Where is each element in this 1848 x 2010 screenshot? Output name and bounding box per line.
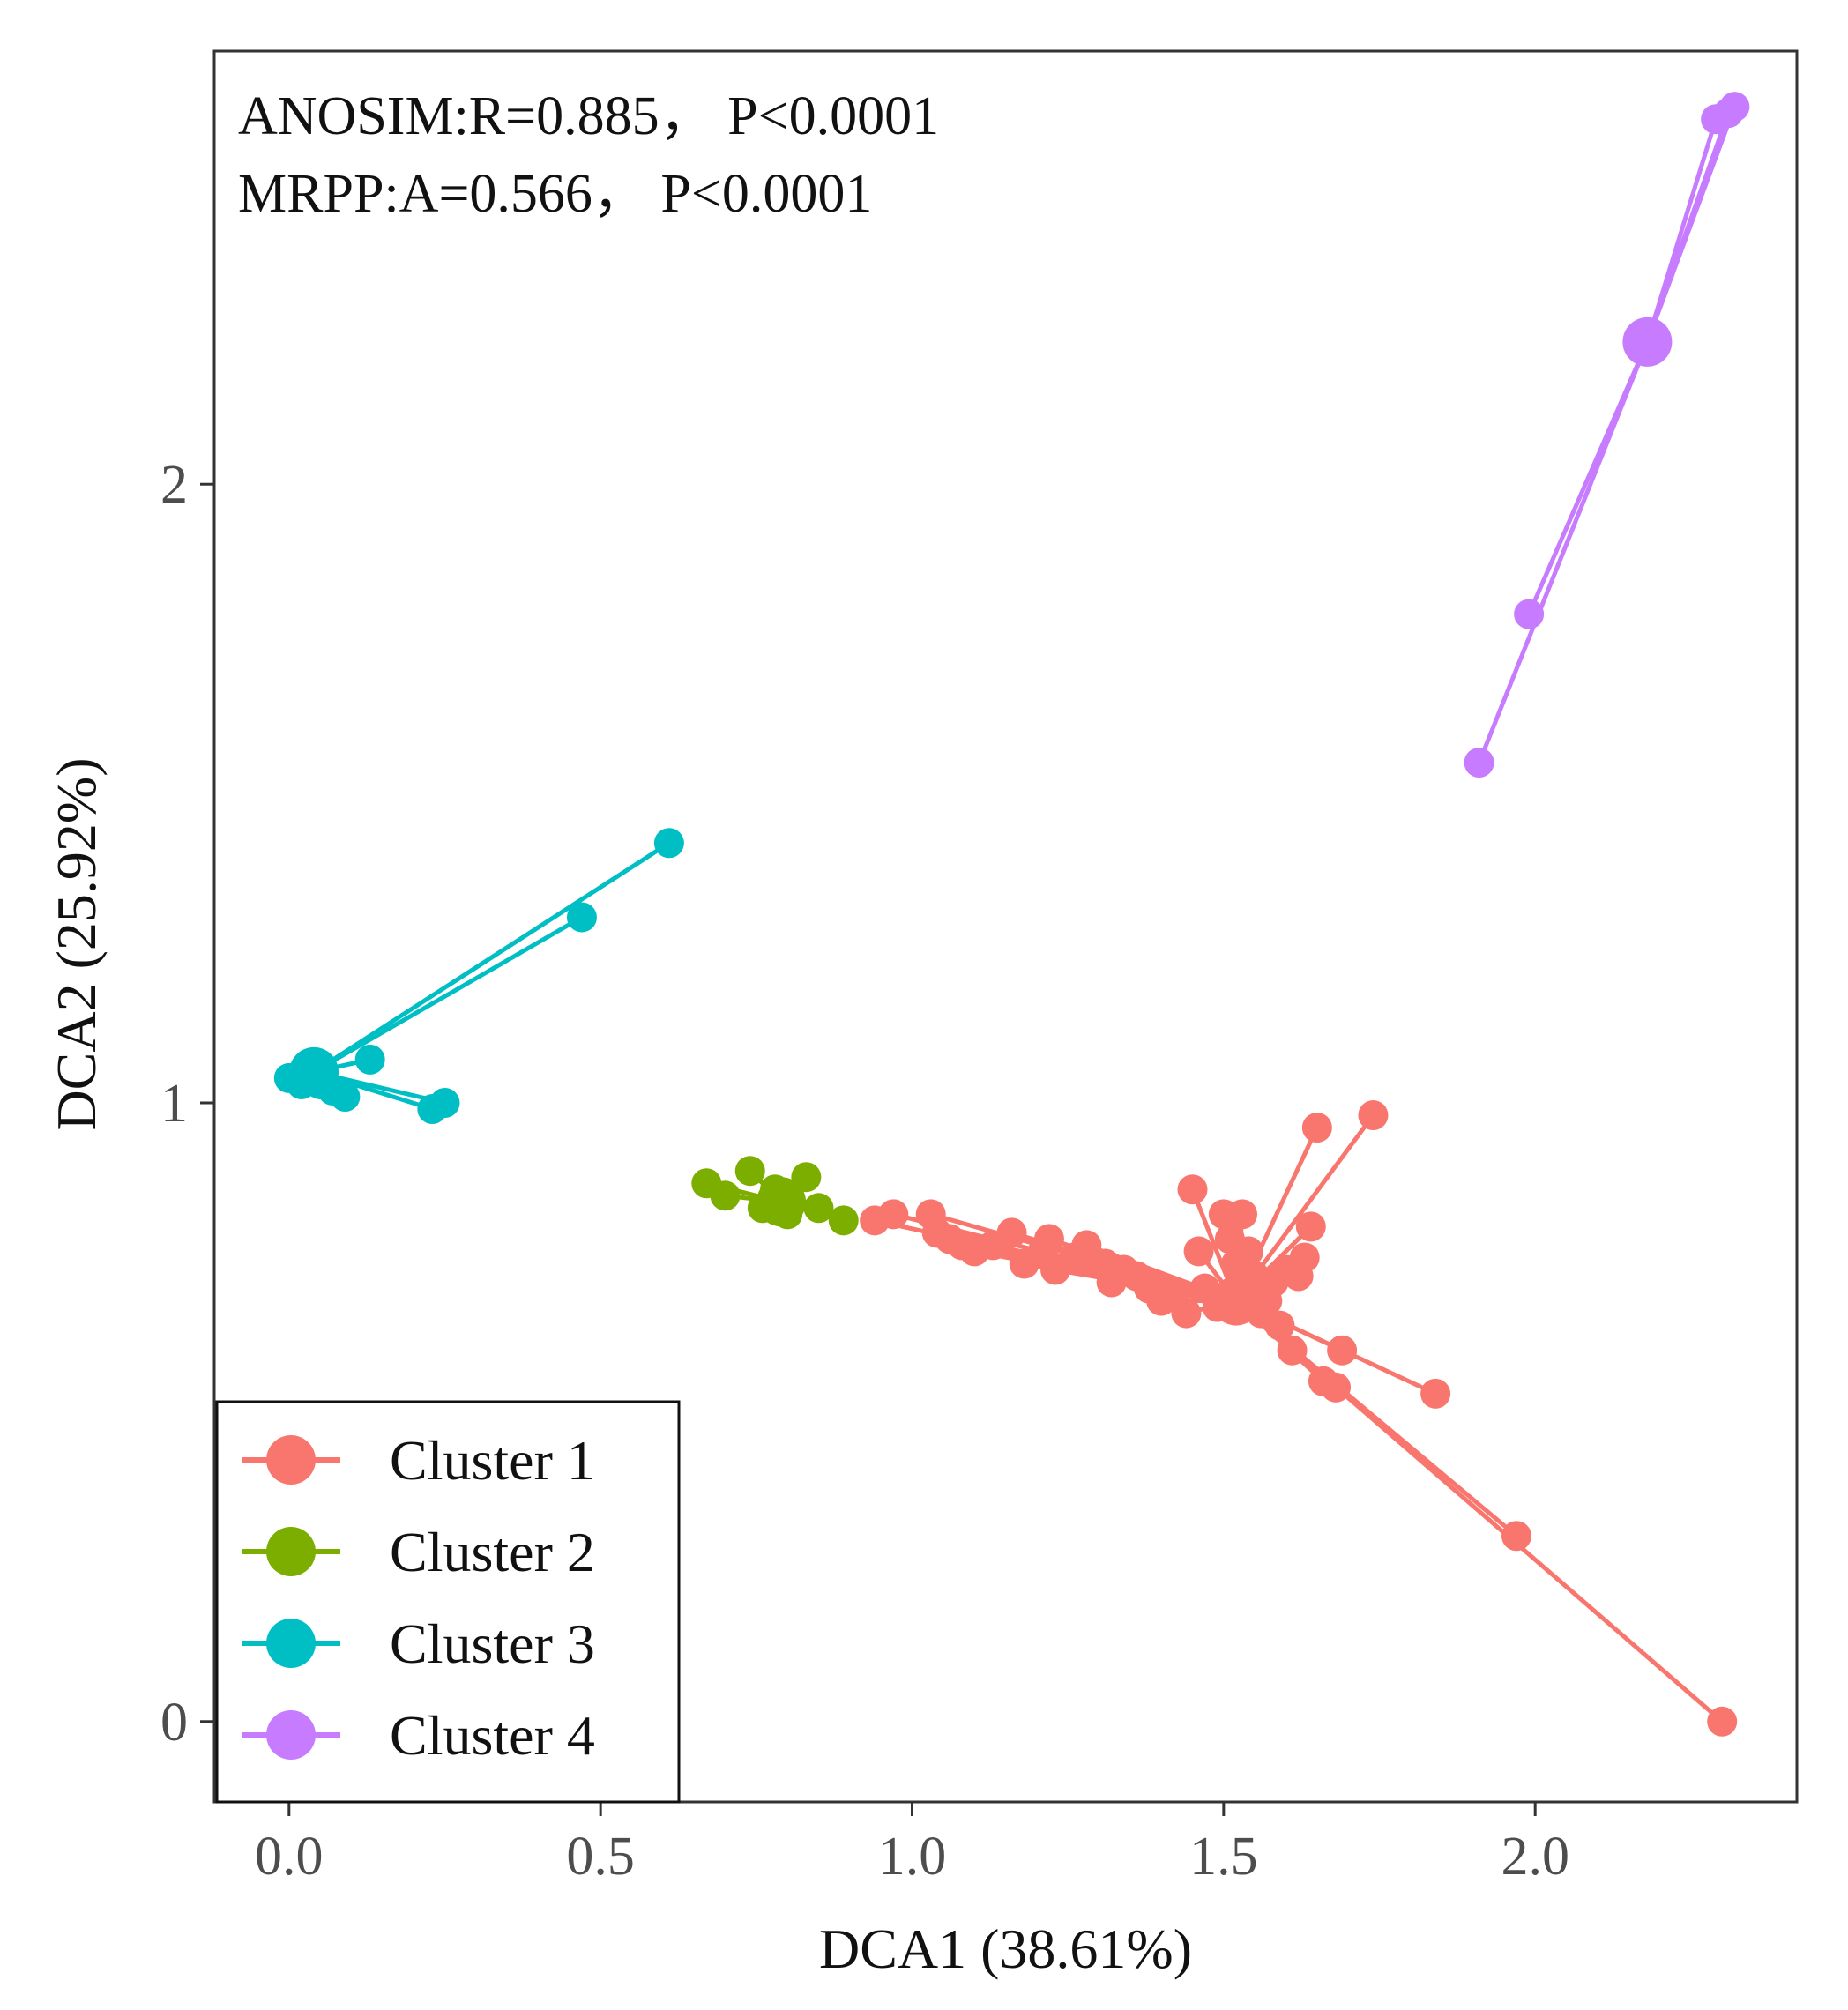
centroid-point	[1622, 316, 1673, 367]
data-point	[1301, 1113, 1332, 1143]
data-point	[1033, 1224, 1064, 1254]
centroid-point	[289, 1046, 339, 1097]
data-point	[1464, 748, 1494, 778]
legend-label: Cluster 4	[390, 1704, 595, 1767]
y-tick-label: 2	[160, 455, 188, 515]
legend-key-point	[266, 1527, 316, 1576]
x-tick-label: 1.5	[1189, 1827, 1258, 1887]
legend-label: Cluster 3	[390, 1612, 595, 1675]
y-tick-label: 1	[160, 1074, 188, 1134]
data-point	[429, 1088, 460, 1119]
legend-key-4	[242, 1710, 340, 1760]
data-point	[1264, 1310, 1295, 1341]
data-point	[1171, 1298, 1202, 1329]
data-point	[1719, 92, 1750, 123]
data-point	[1289, 1242, 1320, 1273]
data-point	[354, 1044, 385, 1075]
mrpp-annotation: MRPP:A=0.566， P<0.0001	[238, 164, 872, 224]
y-axis-title: DCA2 (25.92%)	[45, 757, 108, 1130]
data-point	[653, 828, 684, 859]
data-point	[1358, 1100, 1389, 1131]
plot-layer	[273, 92, 1750, 1737]
data-point	[1071, 1230, 1102, 1261]
data-point	[1501, 1521, 1531, 1552]
legend: Cluster 1 Cluster 2 Cluster 3 Cluster 4	[215, 1400, 681, 1804]
data-point	[828, 1205, 859, 1236]
data-point	[996, 1217, 1027, 1248]
x-tick-label: 0.0	[255, 1827, 324, 1887]
series-4	[1464, 92, 1750, 778]
spider-line	[311, 914, 585, 1075]
legend-key-point	[266, 1435, 316, 1485]
data-point	[1327, 1335, 1358, 1366]
data-point	[566, 902, 597, 933]
series-2	[691, 1156, 859, 1236]
x-axis-title: DCA1 (38.61%)	[819, 1917, 1192, 1980]
series-3	[273, 828, 684, 1125]
data-point	[878, 1199, 909, 1230]
spider-line	[1477, 339, 1650, 765]
spider-line	[1526, 339, 1650, 617]
series-1	[860, 1100, 1738, 1737]
legend-key-2	[242, 1527, 340, 1576]
data-point	[1321, 1372, 1352, 1403]
data-point	[1295, 1211, 1326, 1242]
data-point	[803, 1193, 834, 1224]
x-tick-label: 1.0	[878, 1827, 947, 1887]
centroid-point	[756, 1177, 807, 1227]
data-point	[1183, 1236, 1214, 1267]
spider-line	[1644, 104, 1737, 345]
data-point	[1707, 1706, 1738, 1737]
spider-line	[311, 840, 672, 1075]
anosim-annotation: ANOSIM:R=0.885， P<0.0001	[238, 86, 939, 146]
y-tick-label: 0	[160, 1693, 188, 1753]
data-point	[1514, 599, 1545, 629]
data-point	[1177, 1174, 1208, 1205]
legend-label: Cluster 2	[390, 1521, 595, 1583]
plot-panel-border	[212, 49, 1799, 1804]
legend-key-3	[242, 1619, 340, 1668]
centroid-point	[1211, 1276, 1261, 1326]
data-point	[1277, 1335, 1308, 1366]
data-point	[734, 1156, 765, 1187]
legend-label: Cluster 1	[390, 1429, 595, 1492]
data-point	[710, 1180, 741, 1211]
legend-key-1	[242, 1435, 340, 1485]
data-point	[1420, 1378, 1451, 1409]
axes: 0.0 0.5 1.0 1.5 2.0 0 1 2	[160, 455, 1569, 1887]
x-tick-label: 2.0	[1501, 1827, 1569, 1887]
data-point	[1227, 1199, 1258, 1230]
x-tick-label: 0.5	[566, 1827, 635, 1887]
data-point	[330, 1081, 361, 1112]
legend-key-point	[266, 1710, 316, 1760]
legend-key-point	[266, 1619, 316, 1668]
data-point	[1233, 1236, 1264, 1267]
